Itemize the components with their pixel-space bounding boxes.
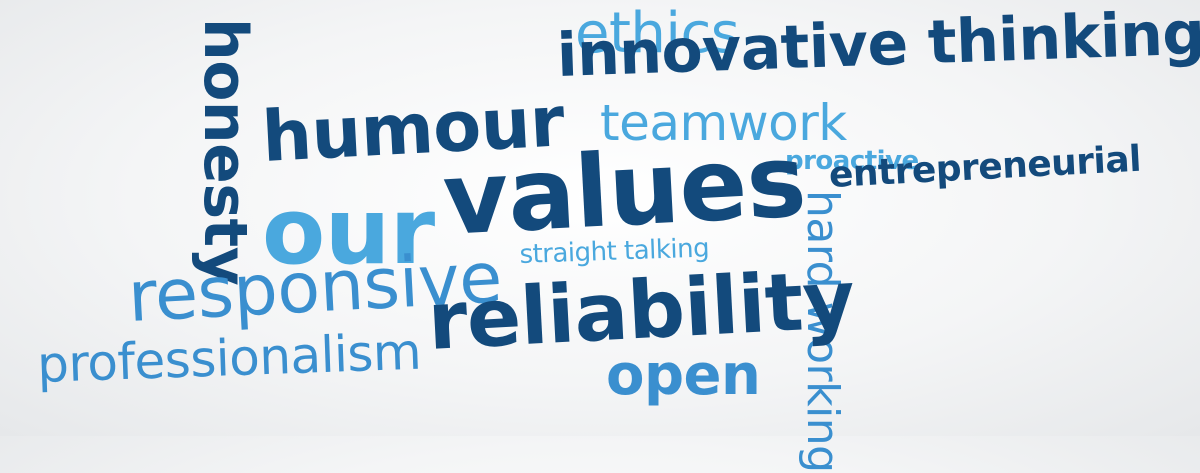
word-professionalism: professionalism	[36, 322, 423, 394]
word-ethics: ethics	[575, 1, 740, 66]
word-our: our	[262, 178, 435, 285]
word-values: values	[440, 122, 809, 258]
word-open: open	[606, 343, 761, 408]
word-proactive: proactive	[785, 146, 919, 176]
word-honesty: honesty	[190, 18, 260, 286]
word-teamwork: teamwork	[600, 94, 847, 152]
